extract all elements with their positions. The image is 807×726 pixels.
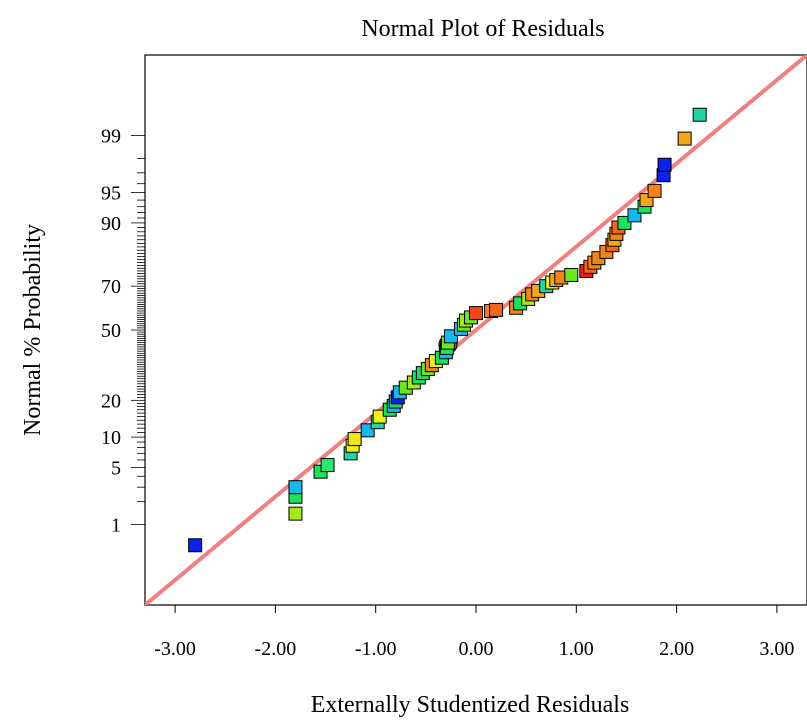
x-axis-label: Externally Studentized Residuals — [311, 692, 630, 718]
x-axis-ticks — [174, 605, 778, 613]
x-tick-label: 1.00 — [559, 638, 594, 660]
y-tick-label-10: 10 — [101, 427, 121, 449]
x-tick-label: 0.00 — [459, 638, 494, 660]
y-tick-label-90: 90 — [101, 213, 121, 235]
y-tick-label-5: 5 — [111, 457, 121, 479]
residual-point-61 — [657, 157, 672, 172]
residual-point-0 — [188, 538, 203, 553]
y-axis-tick-labels: 1 5 10 20 50 70 90 95 99 — [101, 126, 121, 537]
y-tick-label-70: 70 — [101, 276, 121, 298]
y-tick-label-99: 99 — [101, 126, 121, 148]
x-tick-label: -2.00 — [255, 638, 297, 660]
residual-point-5 — [320, 458, 335, 473]
residual-points — [188, 107, 707, 553]
x-axis-tick-labels: -3.00 -2.00 -1.00 0.00 1.00 2.00 3.00 — [154, 638, 794, 660]
residual-point-3 — [288, 480, 303, 495]
y-tick-label-50: 50 — [101, 320, 121, 342]
residual-point-8 — [347, 432, 362, 447]
y-minor-ticks — [131, 135, 145, 525]
x-tick-label: 3.00 — [759, 638, 794, 660]
residual-point-1 — [288, 506, 303, 521]
residual-point-62 — [677, 131, 692, 146]
residual-point-59 — [647, 183, 662, 198]
residual-point-33 — [469, 306, 483, 321]
y-tick-label-95: 95 — [101, 183, 121, 205]
x-tick-label: -1.00 — [355, 638, 397, 660]
y-axis-label: Normal % Probability — [20, 224, 46, 436]
residual-point-45 — [564, 267, 579, 282]
y-tick-label-1: 1 — [111, 514, 121, 536]
x-tick-label: 2.00 — [659, 638, 694, 660]
residual-point-63 — [692, 107, 707, 122]
residual-point-35 — [489, 302, 504, 317]
reference-line — [145, 55, 807, 605]
chart-title: Normal Plot of Residuals — [361, 16, 604, 42]
x-tick-label: -3.00 — [154, 638, 196, 660]
y-tick-label-20: 20 — [101, 390, 121, 412]
